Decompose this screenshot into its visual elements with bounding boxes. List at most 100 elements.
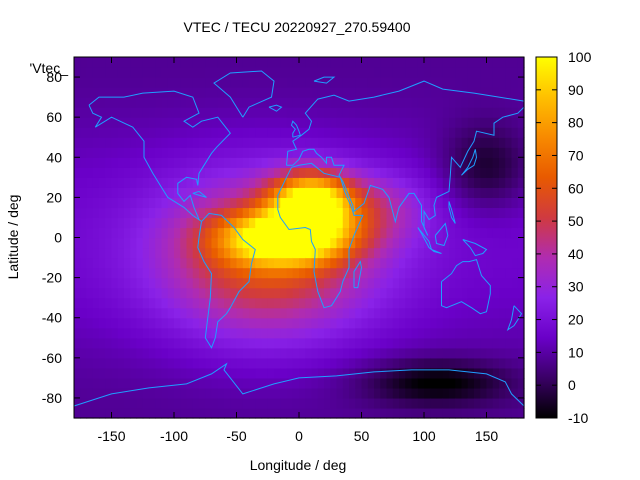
heatmap-cell: [117, 227, 125, 239]
heatmap-cell: [374, 237, 381, 249]
heatmap-cell: [361, 157, 369, 168]
heatmap-cell: [486, 297, 494, 309]
heatmap-cell: [486, 317, 494, 329]
heatmap-cell: [436, 157, 444, 168]
heatmap-cell: [117, 407, 125, 419]
heatmap-cell: [249, 247, 256, 259]
heatmap-cell: [224, 127, 231, 138]
heatmap-cell: [86, 377, 94, 389]
heatmap-cell: [467, 317, 475, 329]
heatmap-cell: [136, 107, 144, 118]
heatmap-cell: [124, 287, 131, 299]
coast-borneo: [434, 222, 449, 247]
heatmap-cell: [274, 97, 281, 108]
heatmap-cell: [155, 277, 163, 289]
heatmap-cell: [355, 297, 363, 309]
heatmap-cell: [142, 307, 150, 319]
heatmap-cell: [211, 117, 219, 128]
heatmap-cell: [92, 167, 100, 178]
heatmap-cell: [249, 337, 256, 349]
heatmap-cell: [417, 147, 425, 158]
heatmap-cell: [467, 197, 475, 209]
heatmap-cell: [149, 147, 156, 158]
heatmap-cell: [174, 267, 181, 279]
heatmap-cell: [205, 317, 213, 329]
heatmap-cell: [255, 87, 263, 98]
heatmap-cell: [436, 237, 444, 249]
heatmap-cell: [274, 67, 281, 78]
heatmap-cell: [142, 57, 150, 68]
heatmap-cell: [242, 77, 250, 88]
heatmap-cell: [111, 397, 119, 409]
heatmap-cell: [92, 137, 100, 148]
heatmap-cell: [274, 117, 281, 128]
heatmap-cell: [411, 277, 419, 289]
colorbar-tick-label: 0: [568, 377, 576, 393]
heatmap-cell: [374, 107, 381, 118]
heatmap-cell: [211, 317, 219, 329]
heatmap-cell: [492, 347, 500, 359]
heatmap-cell: [205, 157, 213, 168]
heatmap-cell: [224, 337, 231, 349]
heatmap-cell: [324, 267, 331, 279]
heatmap-cell: [236, 247, 244, 259]
heatmap-cell: [274, 137, 281, 148]
heatmap-cell: [249, 217, 256, 229]
heatmap-cell: [205, 287, 213, 299]
heatmap-cell: [511, 107, 519, 118]
heatmap-cell: [261, 57, 269, 68]
heatmap-cell: [511, 277, 519, 289]
heatmap-cell: [455, 227, 463, 239]
heatmap-cell: [299, 57, 306, 68]
heatmap-cell: [155, 197, 163, 209]
heatmap-cell: [186, 367, 194, 379]
heatmap-cell: [124, 227, 131, 239]
heatmap-cell: [136, 387, 144, 399]
heatmap-cell: [280, 337, 288, 349]
heatmap-cell: [474, 307, 481, 319]
heatmap-cells: [74, 57, 525, 419]
heatmap-cell: [380, 87, 388, 98]
heatmap-cell: [199, 87, 206, 98]
heatmap-cell: [374, 387, 381, 399]
heatmap-cell: [142, 327, 150, 339]
heatmap-cell: [411, 177, 419, 188]
heatmap-cell: [355, 227, 363, 239]
heatmap-cell: [349, 307, 356, 319]
heatmap-cell: [336, 357, 344, 369]
heatmap-cell: [517, 217, 525, 229]
heatmap-cell: [305, 387, 313, 399]
heatmap-cell: [267, 97, 275, 108]
heatmap-cell: [305, 347, 313, 359]
heatmap-cell: [386, 177, 394, 188]
heatmap-cell: [355, 217, 363, 229]
heatmap-cell: [467, 287, 475, 299]
heatmap-cell: [92, 257, 100, 269]
heatmap-cell: [324, 197, 331, 209]
heatmap-cell: [461, 207, 469, 219]
heatmap-cell: [205, 177, 213, 188]
heatmap-cell: [399, 297, 406, 309]
heatmap-cell: [86, 397, 94, 409]
heatmap-cell: [74, 277, 81, 289]
heatmap-cell: [105, 107, 113, 118]
heatmap-cell: [436, 77, 444, 88]
heatmap-cell: [117, 247, 125, 259]
y-tick-label: -80: [42, 390, 62, 406]
heatmap-cell: [217, 167, 225, 178]
heatmap-cell: [136, 197, 144, 209]
heatmap-cell: [186, 127, 194, 138]
heatmap-cell: [242, 367, 250, 379]
heatmap-cell: [74, 297, 81, 309]
heatmap-cell: [167, 267, 175, 279]
heatmap-cell: [336, 127, 344, 138]
heatmap-cell: [355, 97, 363, 108]
heatmap-cell: [324, 127, 331, 138]
heatmap-cell: [105, 287, 113, 299]
heatmap-cell: [80, 367, 88, 379]
heatmap-cell: [167, 297, 175, 309]
heatmap-cell: [180, 97, 188, 108]
heatmap-cell: [461, 397, 469, 409]
heatmap-cell: [417, 107, 425, 118]
heatmap-cell: [342, 407, 350, 419]
